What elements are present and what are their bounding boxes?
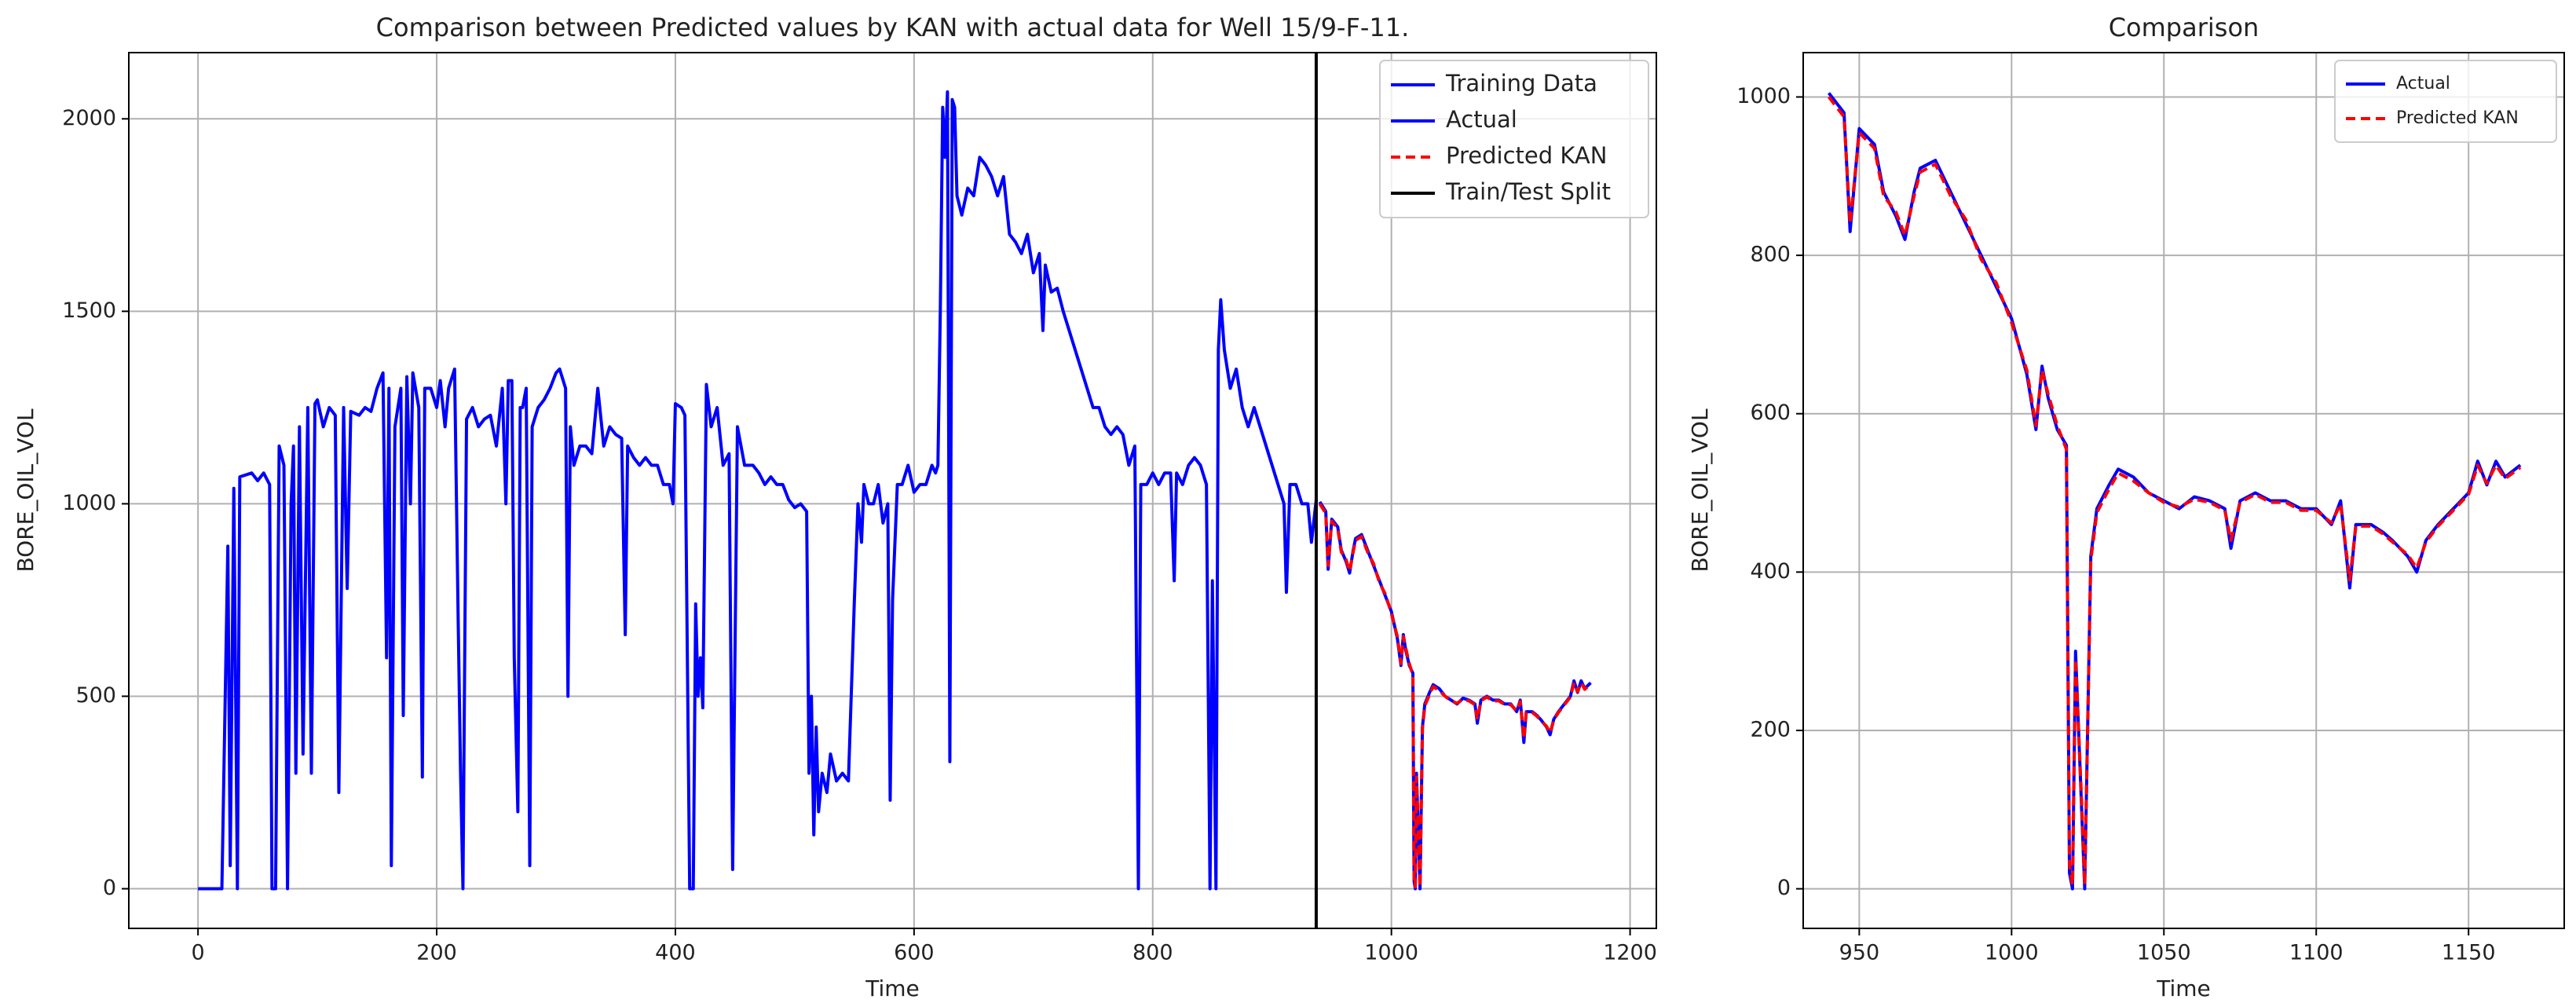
plot: 0 200 400 600 800 1000 1200 0 500 1000 1500 2000 Com… <box>13 13 1657 1001</box>
x-tick-label: 600 <box>894 941 935 965</box>
chart-title: Comparison between Predicted values by K… <box>376 13 1410 42</box>
legend-label: Train/Test Split <box>1445 178 1611 205</box>
x-tick-label: 1000 <box>1985 941 2039 965</box>
data-line <box>1827 96 2522 887</box>
legend-label: Training Data <box>1445 70 1597 97</box>
y-axis-label: BORE_OIL_VOL <box>1687 408 1713 573</box>
x-tick-label: 400 <box>655 941 696 965</box>
legend-box <box>1379 60 1649 218</box>
y-tick-label: 800 <box>1750 243 1791 267</box>
y-tick-label: 0 <box>103 876 116 900</box>
y-tick-label: 1000 <box>62 491 116 515</box>
y-tick-label: 200 <box>1750 717 1791 741</box>
legend-label: Actual <box>1446 106 1517 133</box>
y-tick-label: 500 <box>75 683 116 708</box>
x-tick-label: 950 <box>1839 941 1880 965</box>
y-tick-label: 400 <box>1750 559 1791 584</box>
x-tick-label: 1050 <box>2137 941 2191 965</box>
series-group <box>198 53 1592 928</box>
x-tick-label: 800 <box>1132 941 1173 965</box>
y-tick-label: 1000 <box>1736 84 1791 108</box>
x-axis-label: Time <box>2156 976 2211 1001</box>
chart-title: Comparison <box>2109 13 2259 42</box>
data-line <box>198 90 1318 891</box>
y-tick-label: 0 <box>1777 876 1791 900</box>
data-line <box>1318 503 1592 889</box>
y-tick-label: 600 <box>1750 401 1791 425</box>
plot: 950 1000 1050 1100 1150 0 200 400 600 800 1000 Comp… <box>1687 13 2565 1001</box>
data-line <box>1827 92 2522 891</box>
x-tick-label: 1100 <box>2289 941 2344 965</box>
legend-label: Predicted KAN <box>1446 142 1607 169</box>
x-tick-label: 0 <box>192 941 205 965</box>
legend: Actual Predicted KAN <box>2334 60 2557 143</box>
y-tick-label: 2000 <box>62 106 116 130</box>
x-axis-label: Time <box>865 976 920 1001</box>
x-tick-label: 200 <box>416 941 457 965</box>
plot-frame <box>1802 52 2565 929</box>
legend-label: Actual <box>2396 74 2450 93</box>
y-axis-label: BORE_OIL_VOL <box>13 408 38 573</box>
legend-box <box>2334 60 2557 143</box>
x-tick-label: 1000 <box>1364 941 1418 965</box>
legend-label: Predicted KAN <box>2396 108 2519 128</box>
y-tick-label: 1500 <box>62 298 116 323</box>
data-line <box>1318 500 1592 891</box>
x-tick-label: 1200 <box>1603 941 1657 965</box>
series-group <box>1827 92 2522 891</box>
plot-frame <box>128 52 1657 929</box>
x-tick-label: 1150 <box>2442 941 2496 965</box>
legend: Training Data Actual Predicted KAN Train/Te… <box>1379 60 1649 218</box>
